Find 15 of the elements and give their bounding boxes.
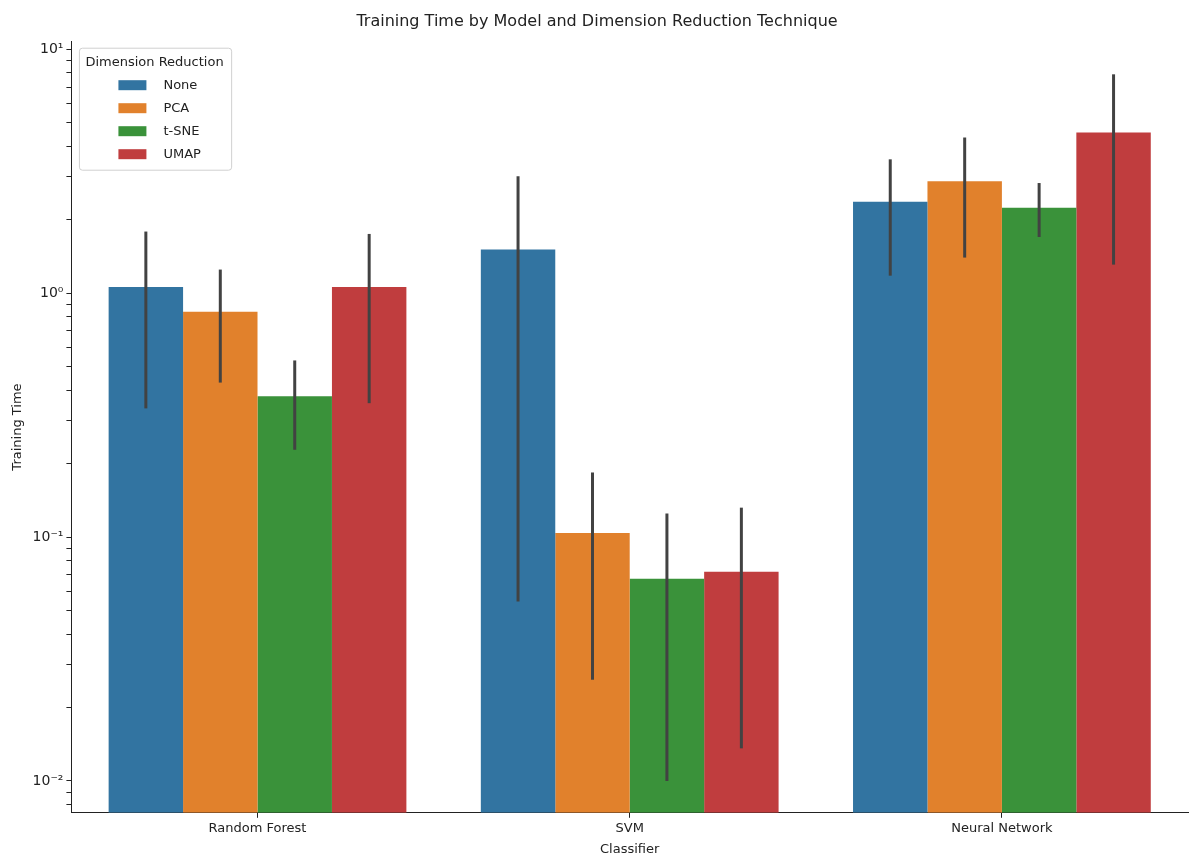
legend-label: None bbox=[163, 76, 198, 92]
x-tick-label: Neural Network bbox=[951, 819, 1054, 835]
chart-title: Training Time by Model and Dimension Reduction Technique bbox=[355, 10, 838, 30]
y-tick-label: 10⁻¹ bbox=[32, 527, 64, 544]
legend-label: t-SNE bbox=[163, 122, 200, 138]
y-tick-label: 10⁰ bbox=[39, 283, 64, 300]
x-tick-label: Random Forest bbox=[208, 819, 307, 835]
legend-label: UMAP bbox=[163, 145, 202, 161]
legend-label: PCA bbox=[163, 99, 190, 115]
y-axis-title: Training Time bbox=[9, 383, 25, 472]
legend-title: Dimension Reduction bbox=[85, 53, 224, 69]
x-tick-label: SVM bbox=[615, 819, 644, 835]
x-axis-title: Classifier bbox=[600, 840, 661, 856]
y-tick-label: 10¹ bbox=[39, 39, 64, 56]
y-tick-label: 10⁻² bbox=[32, 771, 64, 788]
